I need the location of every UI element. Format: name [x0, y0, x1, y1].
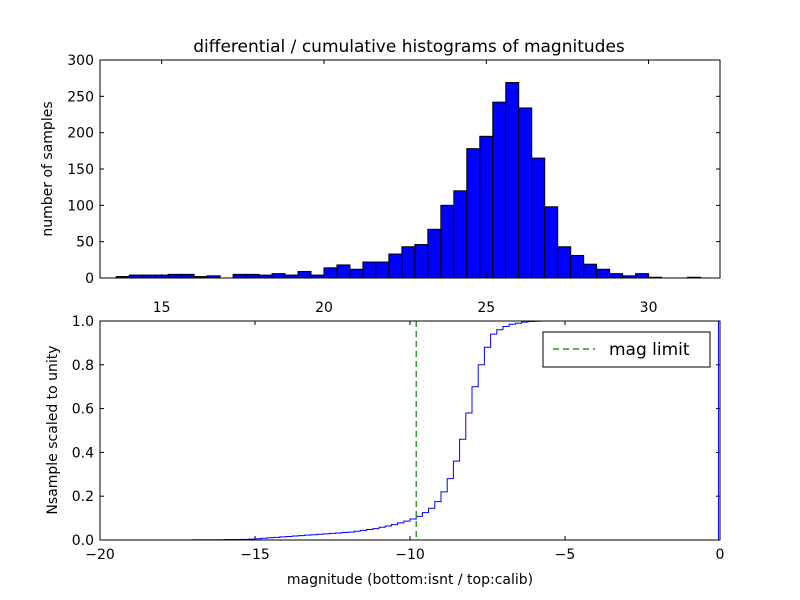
histogram-ylabel: number of samples: [40, 101, 56, 236]
histogram-bar: [466, 148, 481, 279]
cumulative-xtick-label: −15: [240, 547, 270, 563]
histogram-bar: [544, 206, 559, 279]
histogram-bar: [336, 264, 351, 279]
histogram-bar: [414, 244, 429, 279]
histogram-bar: [323, 267, 338, 279]
histogram-bar: [232, 273, 247, 279]
histogram-ytick-label: 100: [67, 198, 94, 214]
cumulative-xtick-label: 0: [716, 547, 725, 563]
cumulative-frame: [99, 320, 721, 541]
cumulative-ytick-label: 0.4: [72, 445, 94, 461]
cumulative-series-line: [100, 320, 719, 541]
histogram-bar: [557, 246, 572, 279]
histogram-xtick-label: 15: [153, 300, 171, 316]
histogram-bar: [635, 273, 650, 279]
histogram-bar: [271, 273, 286, 279]
histogram-bar: [531, 157, 546, 279]
cumulative-axes: −20 −15 −10 −5 0 0.0 0.2 0.4 0.6 0.8 1.0 magnitude…: [45, 314, 724, 588]
cumulative-ytick-label: 0.0: [72, 533, 94, 549]
histogram-ytick-label: 150: [67, 162, 94, 178]
histogram-bar: [349, 268, 364, 279]
chart-title: differential / cumulative histograms of …: [193, 37, 625, 57]
histogram-bar: [570, 254, 585, 279]
histogram-ytick-label: 300: [67, 53, 94, 69]
legend: mag limit: [542, 331, 711, 368]
histogram-bar: [479, 135, 494, 279]
cumulative-xtick-label: −5: [555, 547, 576, 563]
histogram-frame: [99, 59, 721, 279]
histogram-bar: [245, 273, 260, 279]
cumulative-ytick-label: 1.0: [72, 314, 94, 330]
histogram-bar: [596, 268, 611, 279]
histogram-bar: [297, 270, 312, 279]
histogram-bar: [362, 261, 377, 279]
histogram-xtick-label: 25: [477, 300, 495, 316]
histogram-ytick-label: 50: [76, 235, 94, 251]
histogram-bar: [180, 273, 195, 279]
histogram-bar: [492, 101, 507, 279]
histogram-xtick-label: 30: [640, 300, 658, 316]
histogram-bar: [518, 107, 533, 279]
histogram-ytick-label: 0: [85, 271, 94, 287]
histogram-bar: [401, 246, 416, 279]
histogram-bar: [453, 190, 468, 279]
histogram-bar: [375, 261, 390, 279]
histogram-xtick-label: 20: [315, 300, 333, 316]
cumulative-xlabel: magnitude (bottom:isnt / top:calib): [287, 572, 533, 588]
histogram-bar: [609, 273, 624, 279]
histogram-bar: [427, 228, 442, 279]
histogram-bars: [115, 82, 702, 279]
cumulative-ytick-label: 0.8: [72, 358, 94, 374]
cumulative-ylabel: Nsample scaled to unity: [45, 345, 61, 514]
cumulative-ticks: −20 −15 −10 −5 0 0.0 0.2 0.4 0.6 0.8 1.0: [72, 314, 725, 563]
histogram-axes: differential / cumulative histograms of …: [40, 37, 721, 316]
histogram-bar: [583, 263, 598, 279]
histogram-ytick-label: 200: [67, 126, 94, 142]
legend-box: [542, 331, 711, 368]
histogram-bar: [440, 204, 455, 279]
cumulative-xtick-label: −20: [85, 547, 115, 563]
histogram-ytick-label: 250: [67, 89, 94, 105]
legend-mag-limit-label: mag limit: [609, 340, 690, 360]
histogram-bar: [167, 273, 182, 279]
histogram-bar: [505, 82, 520, 279]
histogram-bar: [388, 253, 403, 279]
cumulative-ytick-label: 0.6: [72, 402, 94, 418]
cumulative-xtick-label: −10: [395, 547, 425, 563]
cumulative-ytick-label: 0.2: [72, 489, 94, 505]
